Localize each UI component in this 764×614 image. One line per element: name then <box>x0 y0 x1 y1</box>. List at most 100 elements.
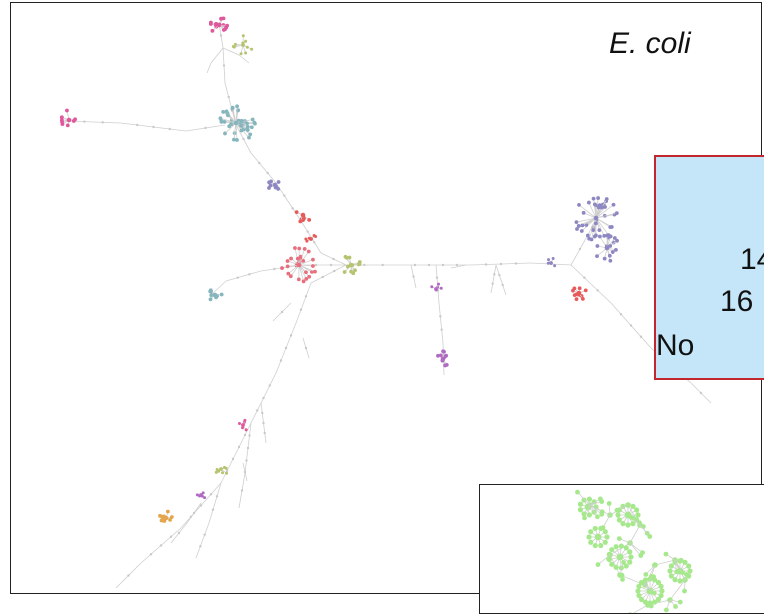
cluster-node <box>223 132 227 136</box>
cluster-node <box>235 104 239 108</box>
tree-edge <box>296 283 311 323</box>
path-node <box>440 328 442 330</box>
cluster-node <box>240 52 243 55</box>
cluster-node <box>298 219 302 223</box>
cluster-node <box>225 24 229 28</box>
path-node <box>242 138 244 140</box>
inset-node <box>638 553 643 558</box>
cluster-hub <box>594 216 599 221</box>
path-node <box>212 508 214 510</box>
cluster-node <box>269 184 273 188</box>
inset-node <box>659 588 664 593</box>
inset-node <box>617 536 622 541</box>
inset-node <box>652 591 657 596</box>
cluster-node <box>226 113 230 117</box>
cluster-node <box>304 270 308 274</box>
inset-node <box>601 525 606 530</box>
path-node <box>321 276 323 278</box>
cluster-node <box>436 354 440 358</box>
organism-title: E. coli <box>609 27 691 61</box>
path-node <box>485 263 487 265</box>
inset-node <box>625 522 630 527</box>
cluster-node <box>166 510 170 514</box>
inset-node <box>620 573 625 578</box>
cluster-node <box>313 270 317 274</box>
cluster-node <box>235 138 239 142</box>
path-node <box>264 432 266 434</box>
cluster-node <box>295 210 299 214</box>
info-box: 14 16 No <box>654 155 764 380</box>
path-node <box>290 334 292 336</box>
cluster-node <box>608 259 612 263</box>
path-node <box>160 544 162 546</box>
cluster-node <box>286 264 290 268</box>
tree-edge <box>251 153 276 183</box>
cluster-node <box>553 264 556 267</box>
cluster-node <box>571 289 575 293</box>
cluster-node <box>221 471 224 474</box>
path-node <box>313 241 315 243</box>
path-node <box>83 120 85 122</box>
path-node <box>266 172 268 174</box>
cluster-hub <box>297 263 302 268</box>
cluster-hub <box>549 261 553 265</box>
cluster-hub <box>605 246 610 251</box>
inset-node <box>680 570 685 575</box>
inset-node <box>593 543 598 548</box>
cluster-node <box>307 218 311 222</box>
inset-node <box>635 512 640 517</box>
path-node <box>203 533 205 535</box>
cluster-node <box>245 127 249 131</box>
cluster-node <box>297 247 301 251</box>
tree-edge <box>491 265 496 293</box>
cluster-node <box>289 257 293 261</box>
inset-node <box>669 573 674 578</box>
cluster-node <box>592 197 596 201</box>
cluster-node <box>209 293 213 297</box>
inset-node <box>677 578 682 583</box>
inset-node <box>607 501 612 506</box>
cluster-node <box>343 270 347 274</box>
path-node <box>620 313 622 315</box>
inset-node <box>613 544 618 549</box>
path-node <box>223 64 225 66</box>
path-node <box>193 512 195 514</box>
cluster-hub <box>217 23 222 28</box>
path-node <box>178 532 180 534</box>
cluster-hub <box>199 493 203 497</box>
cluster-node <box>581 224 585 228</box>
cluster-hub <box>577 291 582 296</box>
tree-edge <box>239 55 249 63</box>
inset-edge <box>630 605 648 614</box>
cluster-hub <box>213 293 218 298</box>
cluster-node <box>223 120 227 124</box>
cluster-node <box>234 43 237 46</box>
path-node <box>436 276 438 278</box>
path-node <box>428 264 430 266</box>
cluster-node <box>245 121 249 125</box>
cluster-node <box>353 268 357 272</box>
path-node <box>500 263 502 265</box>
path-node <box>515 262 517 264</box>
cluster-node <box>552 257 555 260</box>
cluster-hub <box>241 43 245 47</box>
path-node <box>330 264 332 266</box>
cluster-node <box>596 196 600 200</box>
inset-node <box>629 515 634 520</box>
cluster-node <box>243 419 246 422</box>
path-node <box>381 264 383 266</box>
path-node <box>363 264 365 266</box>
cluster-node <box>593 202 597 206</box>
cluster-node <box>293 246 297 250</box>
inset-node <box>578 507 583 512</box>
path-node <box>150 553 152 555</box>
cluster-node <box>348 256 352 260</box>
inset-node <box>627 560 632 565</box>
cluster-node <box>594 233 598 237</box>
path-node <box>333 270 335 272</box>
inset-node <box>624 545 629 550</box>
cluster-node <box>229 122 233 126</box>
cluster-hub <box>441 357 446 362</box>
path-node <box>258 162 260 164</box>
inset-node <box>649 574 654 579</box>
